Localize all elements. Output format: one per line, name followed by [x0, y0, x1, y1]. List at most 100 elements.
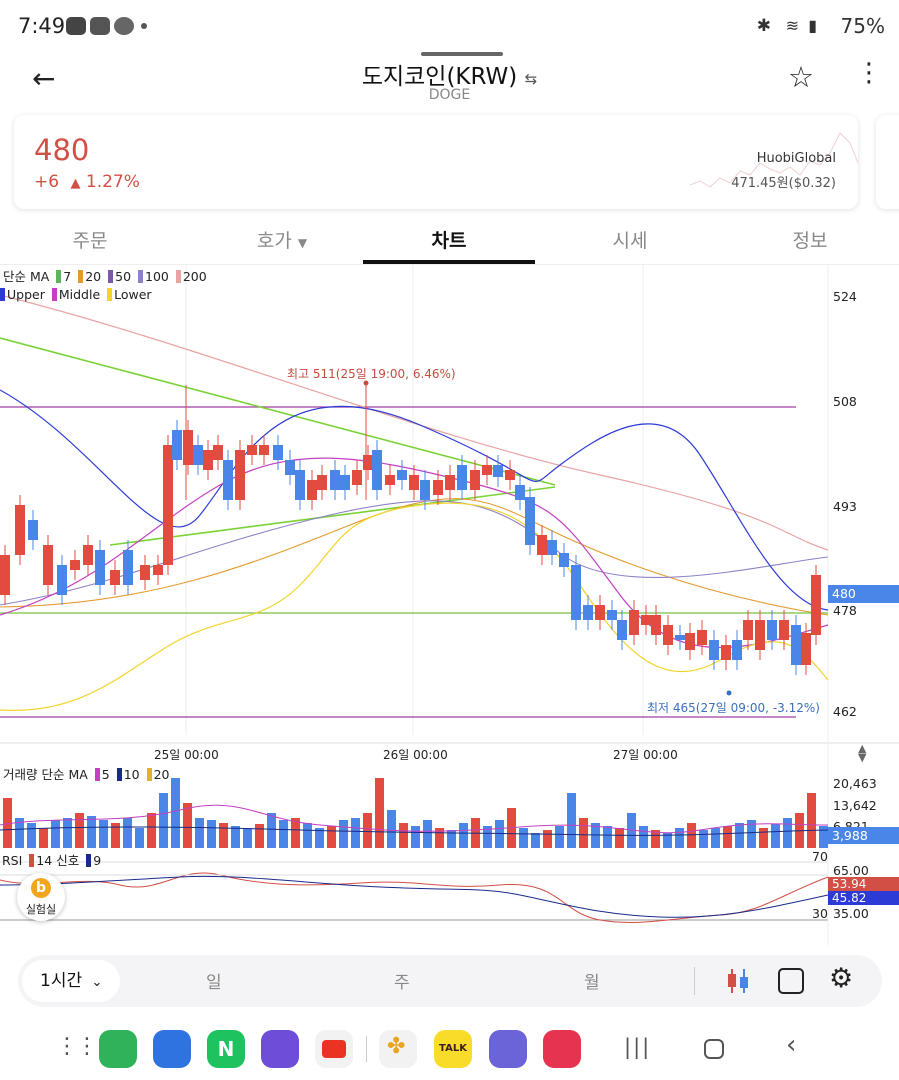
chart-canvas[interactable] [0, 265, 899, 945]
vol-ma5-label: 5 [101, 767, 110, 782]
volume-bar [423, 820, 432, 848]
ma7-label: 7 [63, 269, 72, 284]
volume-bar [87, 816, 96, 848]
back-nav-icon[interactable]: ‹ [786, 1030, 797, 1060]
volume-bar [687, 823, 696, 848]
upper-swatch [0, 288, 5, 301]
price-card[interactable]: 480 +6 ▲ 1.27% HuobiGlobal 471.45원($0.32… [14, 115, 859, 209]
middle-label: Middle [58, 287, 101, 302]
candle-body [83, 545, 93, 565]
candlestick-icon[interactable] [725, 967, 751, 995]
tab-market[interactable]: 시세 [612, 230, 648, 252]
rsi-axis-label: 70 [812, 849, 828, 864]
android-nav-bar: ⋮⋮⋮ N ✤ TALK ||| ‹ [0, 1018, 899, 1080]
price-change: +6 ▲ 1.27% [34, 172, 140, 192]
candle-body [235, 450, 245, 500]
kakaotalk-app-icon[interactable]: TALK [434, 1030, 472, 1068]
interval-selector[interactable]: 1시간 ⌄ [22, 960, 120, 1002]
volume-tag: 3,988 [828, 827, 899, 844]
exchange-name: HuobiGlobal [756, 151, 836, 166]
volume-bar [699, 830, 708, 848]
volume-bar [531, 833, 540, 848]
volume-bar [255, 824, 264, 848]
period-day[interactable]: 일 [206, 973, 222, 993]
vol-ma20-label: 20 [153, 767, 170, 782]
period-week[interactable]: 주 [394, 973, 410, 993]
price-chart[interactable]: 단순 MA 7 20 50 100 200 Upper Middle Lower… [0, 265, 899, 945]
volume-bar [435, 828, 444, 848]
youtube-app-icon[interactable] [315, 1030, 353, 1068]
layout-icon[interactable] [778, 968, 804, 994]
volume-bar [27, 823, 36, 848]
vol-ma5-swatch [94, 768, 100, 781]
candle-body [317, 475, 327, 490]
more-notifications-dot-icon [141, 23, 147, 29]
price-axis-label: 493 [833, 499, 857, 514]
tab-info[interactable]: 정보 [792, 230, 828, 252]
candle-body [259, 445, 269, 455]
next-card-peek[interactable] [876, 115, 899, 209]
swap-icon[interactable]: ⇆ [524, 70, 538, 88]
lab-button[interactable]: b 실험실 [17, 873, 65, 921]
camera-app-icon[interactable] [543, 1030, 581, 1068]
date-label: 25일 00:00 [154, 748, 219, 762]
high-annotation: 최고 511(25일 19:00, 6.46%) [287, 367, 456, 381]
tab-orderbook-label: 호가 [256, 230, 292, 252]
candle-body [721, 645, 731, 660]
low-annotation: 최저 465(27일 09:00, -3.12%) [647, 701, 820, 715]
more-menu-icon[interactable]: ⋮ [856, 58, 882, 88]
candle-body [409, 475, 419, 490]
phone-app-icon[interactable] [99, 1030, 137, 1068]
bluetooth-icon: ✱ [756, 16, 771, 36]
candle-body [183, 430, 193, 465]
candle-body [571, 565, 581, 620]
tab-chart[interactable]: 차트 [431, 230, 467, 252]
candle-body [15, 505, 25, 555]
volume-bar [819, 826, 828, 848]
battery-level: 75% [840, 14, 885, 38]
current-price: 480 [34, 133, 90, 167]
volume-bar [315, 828, 324, 848]
candle-body [470, 470, 480, 490]
volume-bar [723, 826, 732, 848]
volume-bar [519, 828, 528, 848]
volume-bar [63, 818, 72, 848]
messages-app-icon[interactable] [153, 1030, 191, 1068]
volume-bar [735, 823, 744, 848]
volume-bar [15, 818, 24, 848]
volume-bar [567, 793, 576, 848]
app-header: ← 도지코인(KRW) ⇆ DOGE ☆ ⋮ [0, 40, 899, 110]
internet-app-icon[interactable] [261, 1030, 299, 1068]
price-axis-label: 524 [833, 289, 857, 304]
period-month[interactable]: 월 [584, 973, 600, 993]
volume-bar [747, 820, 756, 848]
vol-ma20-swatch [146, 768, 152, 781]
tab-orderbook[interactable]: 호가 ▼ [222, 226, 342, 253]
rsi-period: 14 [36, 853, 53, 868]
volume-bar [219, 823, 228, 848]
candle-body [515, 485, 525, 500]
candle-body [651, 615, 661, 635]
naver-app-icon[interactable]: N [207, 1030, 245, 1068]
volume-bar [39, 828, 48, 848]
clock-app-icon[interactable] [489, 1030, 527, 1068]
candle-body [767, 620, 777, 640]
exchange-price: 471.45원($0.32) [731, 176, 836, 191]
volume-bar [543, 830, 552, 848]
home-icon[interactable] [704, 1039, 724, 1059]
volume-bar [159, 793, 168, 848]
volume-axis-label: 13,642 [833, 798, 877, 813]
candle-body [43, 545, 53, 585]
dropdown-icon: ▼ [297, 236, 308, 250]
tab-order[interactable]: 주문 [72, 230, 108, 252]
back-icon[interactable]: ← [32, 62, 56, 95]
drag-handle[interactable] [421, 52, 503, 56]
rsi-signal: 9 [93, 853, 102, 868]
candle-body [247, 445, 257, 455]
favorite-star-icon[interactable]: ☆ [788, 60, 814, 94]
settings-gear-icon[interactable]: ⚙ [829, 963, 854, 994]
volume-bar [639, 826, 648, 848]
resize-handle-icon[interactable]: ▲ ▼ [858, 742, 867, 764]
recents-icon[interactable]: ||| [624, 1035, 652, 1059]
google-photos-app-icon[interactable]: ✤ [379, 1030, 417, 1068]
